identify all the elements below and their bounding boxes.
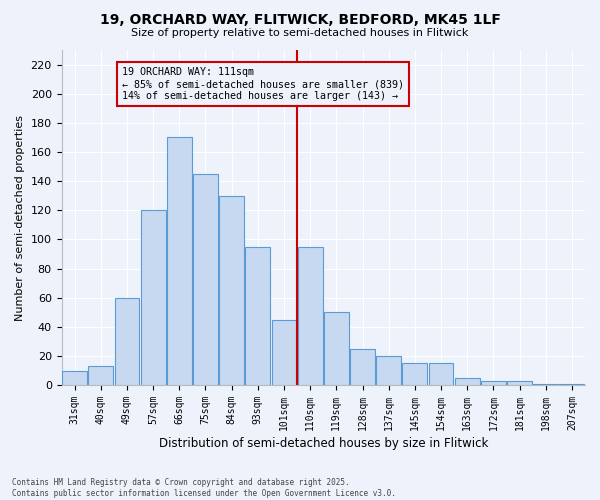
Bar bbox=[219, 196, 244, 385]
Text: Contains HM Land Registry data © Crown copyright and database right 2025.
Contai: Contains HM Land Registry data © Crown c… bbox=[12, 478, 396, 498]
Text: Size of property relative to semi-detached houses in Flitwick: Size of property relative to semi-detach… bbox=[131, 28, 469, 38]
Bar bbox=[62, 370, 87, 385]
Bar bbox=[481, 380, 506, 385]
X-axis label: Distribution of semi-detached houses by size in Flitwick: Distribution of semi-detached houses by … bbox=[158, 437, 488, 450]
Bar bbox=[298, 246, 323, 385]
Bar bbox=[324, 312, 349, 385]
Bar bbox=[403, 363, 427, 385]
Bar bbox=[533, 384, 558, 385]
Text: 19, ORCHARD WAY, FLITWICK, BEDFORD, MK45 1LF: 19, ORCHARD WAY, FLITWICK, BEDFORD, MK45… bbox=[100, 12, 500, 26]
Y-axis label: Number of semi-detached properties: Number of semi-detached properties bbox=[15, 114, 25, 320]
Bar bbox=[141, 210, 166, 385]
Bar bbox=[428, 363, 454, 385]
Bar bbox=[167, 138, 192, 385]
Bar bbox=[455, 378, 479, 385]
Bar bbox=[376, 356, 401, 385]
Bar bbox=[350, 348, 375, 385]
Bar bbox=[559, 384, 584, 385]
Bar bbox=[245, 246, 270, 385]
Bar bbox=[507, 380, 532, 385]
Bar bbox=[88, 366, 113, 385]
Bar bbox=[272, 320, 296, 385]
Bar bbox=[193, 174, 218, 385]
Bar bbox=[115, 298, 139, 385]
Text: 19 ORCHARD WAY: 111sqm
← 85% of semi-detached houses are smaller (839)
14% of se: 19 ORCHARD WAY: 111sqm ← 85% of semi-det… bbox=[122, 68, 404, 100]
